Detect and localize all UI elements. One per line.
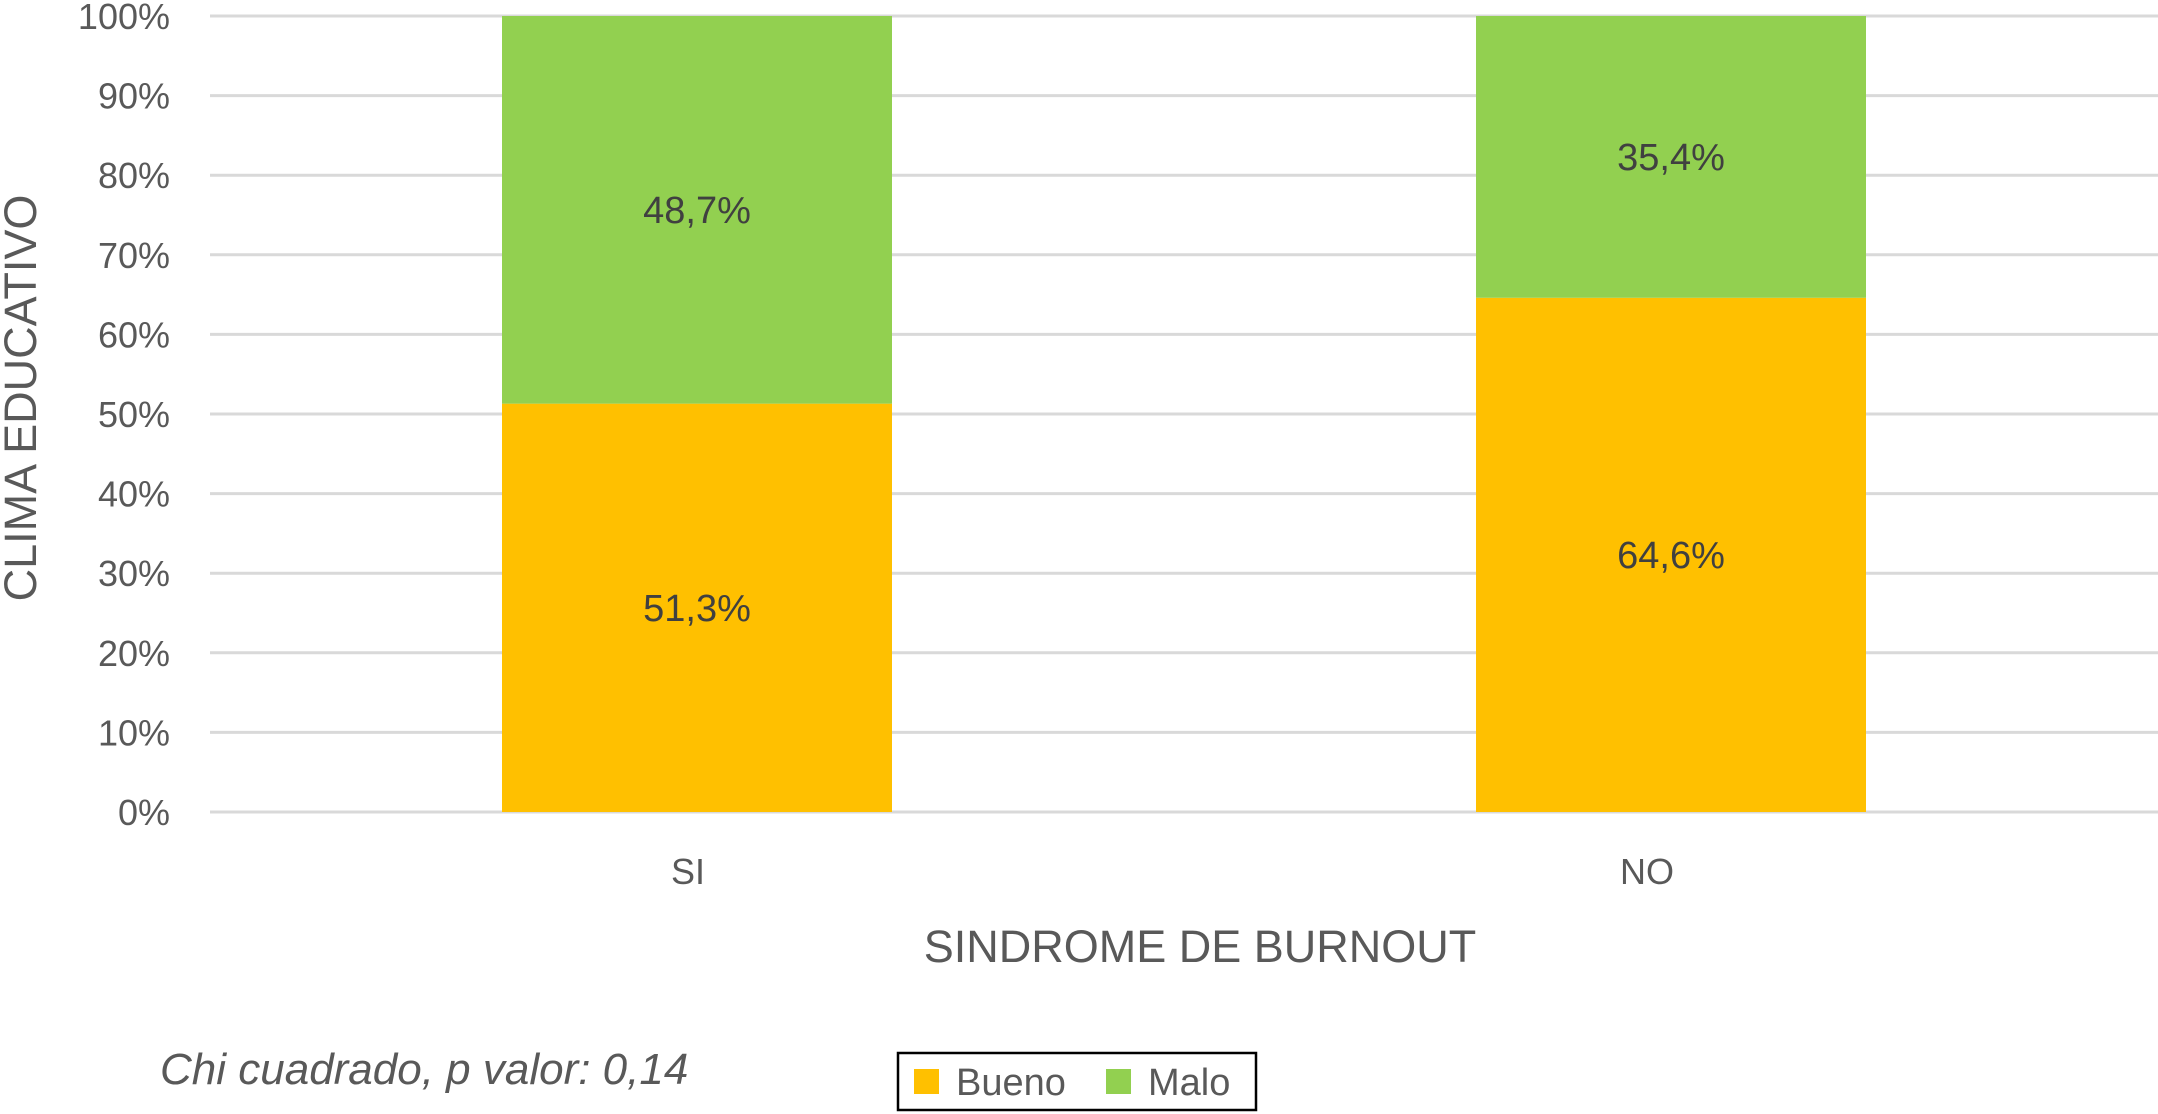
bar-si-bueno <box>502 403 892 812</box>
data-labels: 51,3% 48,7% 64,6% 35,4% <box>643 137 1725 630</box>
bar-no-bueno <box>1476 297 1866 812</box>
y-tick-label: 80% <box>98 155 170 196</box>
x-axis-title: SINDROME DE BURNOUT <box>924 921 1477 972</box>
data-label-si-bueno: 51,3% <box>643 588 751 630</box>
legend-swatch-bueno <box>914 1069 939 1094</box>
data-label-no-malo: 35,4% <box>1617 137 1725 179</box>
y-tick-label: 70% <box>98 235 170 276</box>
y-tick-label: 0% <box>118 792 170 833</box>
legend-label-bueno: Bueno <box>956 1062 1066 1104</box>
y-tick-label: 50% <box>98 394 170 435</box>
y-tick-label: 30% <box>98 553 170 594</box>
legend-swatch-malo <box>1106 1069 1131 1094</box>
legend-items: Bueno Malo <box>914 1062 1230 1104</box>
legend: Bueno Malo <box>896 1051 1258 1112</box>
y-tick-label: 10% <box>98 712 170 753</box>
y-tick-label: 60% <box>98 314 170 355</box>
y-tick-label: 90% <box>98 76 170 117</box>
bar-si-malo <box>502 16 892 404</box>
y-tick-label: 40% <box>98 474 170 515</box>
legend-label-malo: Malo <box>1148 1062 1230 1104</box>
chi-square-note: Chi cuadrado, p valor: 0,14 <box>160 1045 688 1094</box>
y-axis-title: CLIMA EDUCATIVO <box>0 195 46 602</box>
x-category-label: SI <box>671 851 705 892</box>
bars <box>502 16 1866 812</box>
x-category-label: NO <box>1620 851 1674 892</box>
x-axis-categories: SI NO <box>671 851 1674 892</box>
y-tick-label: 20% <box>98 633 170 674</box>
y-tick-label: 100% <box>78 0 170 37</box>
y-axis-ticks: 0% 10% 20% 30% 40% 50% 60% 70% 80% 90% 100% <box>78 0 170 833</box>
legend-frame <box>896 1051 1258 1112</box>
data-label-si-malo: 48,7% <box>643 190 751 232</box>
data-label-no-bueno: 64,6% <box>1617 535 1725 577</box>
bar-no-malo <box>1476 16 1866 298</box>
